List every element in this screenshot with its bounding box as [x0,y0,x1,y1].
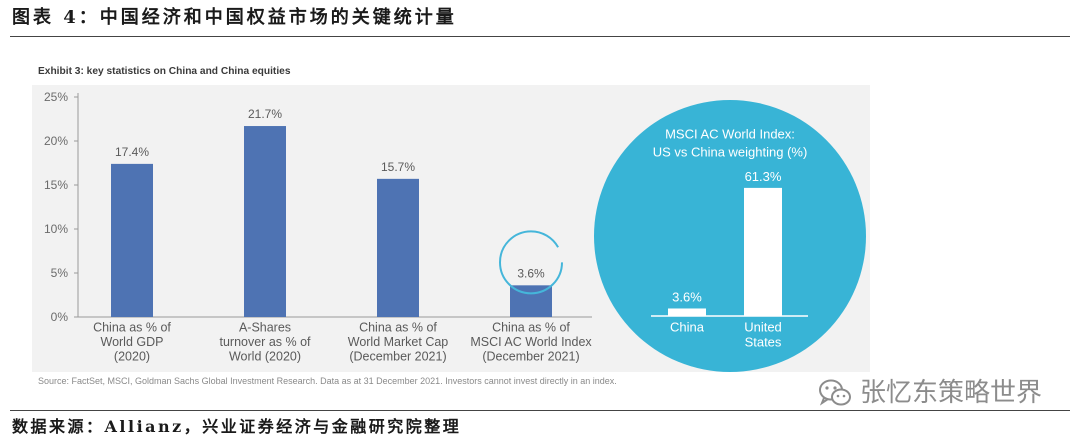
category-label-line: World Market Cap [348,335,449,349]
category-label-line: China as % of [93,321,171,335]
bar-value-label: 3.6% [517,266,545,280]
wechat-icon-eye [825,386,829,390]
bar-value-label: 21.7% [248,107,282,121]
y-tick-label: 0% [51,310,69,324]
figure-title: 图表 4：中国经济和中国权益市场的关键统计量 [12,7,457,28]
inset-bar [744,187,782,316]
inset-bar-value-label: 3.6% [672,289,702,304]
inset-category-label-line: States [745,335,782,350]
category-label-line: (December 2021) [482,350,579,364]
wechat-icon-eye [842,394,846,398]
category-label-line: (2020) [114,350,150,364]
highlight-ring [499,230,563,295]
category-label: China as % of World Market Cap (December 2… [348,321,449,364]
inset-title-line: MSCI AC World Index: [665,127,795,142]
bar [244,126,286,317]
category-label-line: A-Shares [239,321,291,335]
bar [111,163,153,317]
category-label-line: turnover as % of [219,335,311,349]
inset-category-label-line: China [670,320,705,335]
category-label: China as % of MSCI AC World Index (Decembe… [470,321,592,364]
footer-rule [10,410,1070,411]
header-rule [10,36,1070,37]
category-label-line: China as % of [492,321,570,335]
inset-title: MSCI AC World Index: US vs China weightin… [653,127,808,160]
inset-circle [594,100,866,372]
chart-source-note: Source: FactSet, MSCI, Goldman Sachs Glo… [38,376,617,386]
y-tick-label: 25% [44,90,68,104]
watermark-text: 张忆东策略世界 [860,378,1043,408]
y-tick-label: 10% [44,222,68,236]
inset-category-label: China [670,320,705,335]
y-tick-label: 5% [51,266,69,280]
wechat-icon-bubble-small [831,388,851,406]
y-tick-label: 15% [44,178,68,192]
category-label-line: World (2020) [229,350,301,364]
category-label-line: MSCI AC World Index [470,335,592,349]
data-source-footer: 数据来源：Allianz，兴业证券经济与金融研究院整理 [12,417,462,436]
main-bar-chart: 0%5%10%15%20%25%17.4%China as % of World … [44,90,592,364]
bar-value-label: 17.4% [115,145,149,159]
wechat-icon-eye [833,386,837,390]
category-label-line: (December 2021) [349,350,446,364]
category-label-line: China as % of [359,321,437,335]
inset-circle-chart: MSCI AC World Index: US vs China weightin… [594,100,866,372]
inset-bar [668,308,706,316]
category-label-line: World GDP [101,335,164,349]
category-label: China as % of World GDP (2020) [93,321,171,364]
wechat-icon [819,379,851,406]
bar [377,178,419,317]
bar-value-label: 15.7% [381,160,415,174]
category-label: A-Shares turnover as % of World (2020) [219,321,311,364]
watermark: 张忆东策略世界 [818,377,1042,409]
wechat-icon-tail [819,397,829,406]
inset-title-line: US vs China weighting (%) [653,145,808,160]
inset-category-label: United States [744,320,782,350]
y-tick-label: 20% [44,134,68,148]
inset-bar-value-label: 61.3% [745,169,782,184]
wechat-icon-eye [836,394,840,398]
exhibit-title: Exhibit 3: key statistics on China and C… [38,66,291,77]
inset-category-label-line: United [744,320,782,335]
